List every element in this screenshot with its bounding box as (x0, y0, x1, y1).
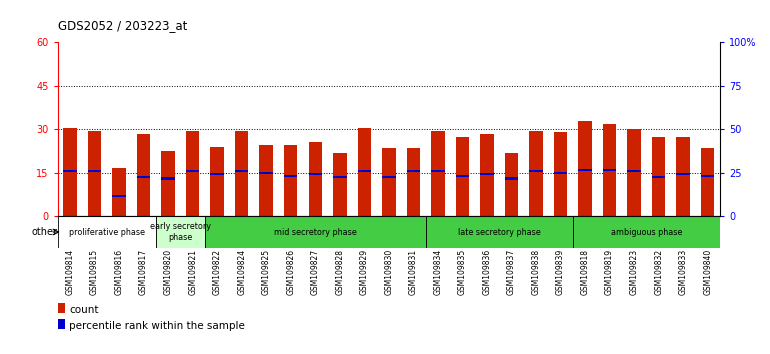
Bar (382, 176, 396, 178)
Bar (676, 173, 690, 175)
Bar (58, 216, 156, 248)
Bar (235, 170, 249, 172)
Bar (628, 170, 641, 172)
Bar (628, 129, 641, 216)
Text: early secretory
phase: early secretory phase (150, 222, 211, 242)
Bar (676, 137, 690, 216)
Bar (426, 216, 573, 248)
Bar (603, 169, 616, 171)
Bar (210, 147, 224, 216)
Bar (407, 170, 420, 172)
Text: ambiguous phase: ambiguous phase (611, 228, 682, 236)
Bar (431, 170, 444, 172)
Bar (573, 216, 720, 248)
Bar (259, 145, 273, 216)
Bar (554, 132, 567, 216)
Bar (456, 175, 469, 177)
Bar (156, 216, 205, 248)
Bar (63, 170, 77, 172)
Bar (407, 148, 420, 216)
Text: proliferative phase: proliferative phase (69, 228, 145, 236)
Bar (112, 195, 126, 197)
Bar (284, 145, 297, 216)
Bar (456, 137, 469, 216)
Bar (186, 131, 199, 216)
Bar (309, 142, 322, 216)
Bar (186, 170, 199, 172)
Text: GDS2052 / 203223_at: GDS2052 / 203223_at (58, 19, 187, 32)
Text: percentile rank within the sample: percentile rank within the sample (69, 321, 245, 331)
Bar (505, 153, 518, 216)
Bar (480, 134, 494, 216)
Bar (652, 176, 665, 178)
Bar (112, 169, 126, 216)
Bar (480, 173, 494, 175)
Bar (431, 131, 444, 216)
Bar (357, 128, 371, 216)
Bar (554, 172, 567, 174)
Bar (529, 170, 543, 172)
Bar (333, 176, 347, 178)
Bar (284, 175, 297, 177)
Bar (529, 131, 543, 216)
Bar (137, 134, 150, 216)
Bar (137, 176, 150, 178)
Bar (88, 131, 102, 216)
Bar (210, 173, 224, 175)
Bar (603, 124, 616, 216)
Bar (309, 173, 322, 175)
Text: count: count (69, 305, 99, 315)
Bar (578, 169, 592, 171)
Bar (88, 170, 102, 172)
Bar (701, 148, 715, 216)
Bar (259, 172, 273, 174)
Text: other: other (32, 227, 58, 237)
Bar (235, 131, 249, 216)
Bar (505, 177, 518, 180)
Bar (701, 175, 715, 177)
Bar (652, 137, 665, 216)
Bar (162, 151, 175, 216)
Bar (333, 153, 347, 216)
Text: mid secretory phase: mid secretory phase (274, 228, 357, 236)
Bar (578, 121, 592, 216)
Bar (162, 177, 175, 180)
Text: late secretory phase: late secretory phase (458, 228, 541, 236)
Bar (63, 128, 77, 216)
Bar (382, 148, 396, 216)
Bar (357, 170, 371, 172)
Bar (205, 216, 426, 248)
